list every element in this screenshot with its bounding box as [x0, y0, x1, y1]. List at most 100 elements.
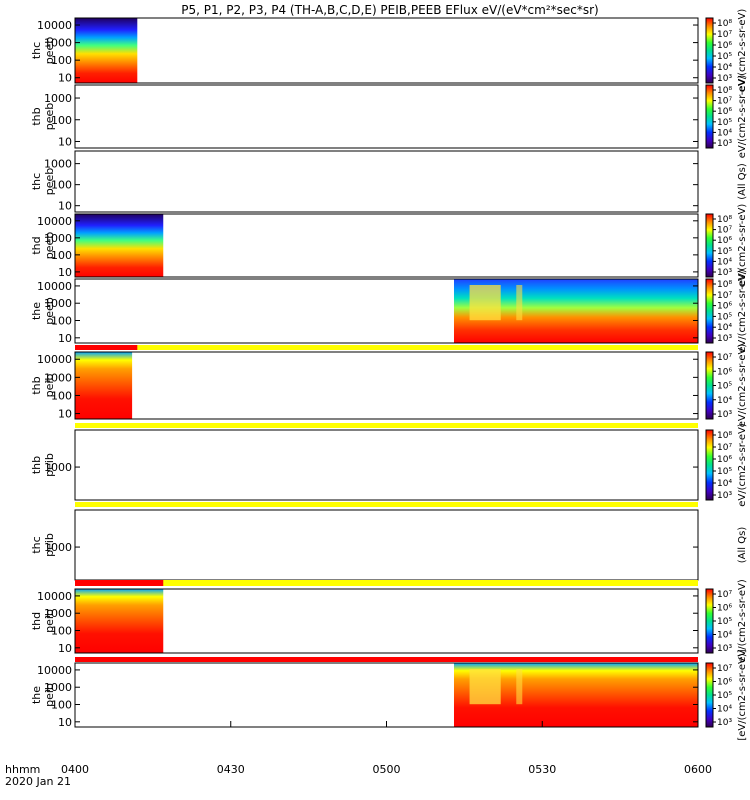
colorbar-tick-label: 10³ [717, 491, 732, 501]
panel-thc-peeb: 1000 100 10 thc peeb (All Qs) [30, 150, 748, 213]
panel-thb-peib: 10000 1000 100 10 thb peib 10⁷ 10⁶ 10⁵ 10⁴ 10³ eV/(… [30, 344, 748, 428]
y-tick-label: 10000 [37, 664, 72, 677]
x-axis-format-label: hhmm [5, 763, 40, 776]
colorbar-tick-label: 10⁶ [717, 41, 732, 51]
colorbar-tick-label: 10⁶ [717, 107, 732, 117]
figure-title: P5, P1, P2, P3, P4 (TH-A,B,C,D,E) PEIB,P… [181, 3, 598, 17]
y-axis-probe-label: thc [30, 536, 43, 553]
colorbar-tick-label: 10⁸ [717, 215, 732, 225]
colorbar-tick-label: 10³ [717, 74, 732, 84]
y-axis-probe-label: thb [30, 376, 43, 394]
y-tick-label: 1000 [44, 461, 72, 474]
colorbar-label: eV/(cm2-s-sr-eV) [737, 579, 748, 663]
colorbar-tick-label: 10⁵ [717, 52, 732, 62]
colorbar [705, 17, 714, 84]
colorbar-tick-label: 10³ [717, 644, 732, 654]
colorbar-tick-label: 10⁶ [717, 236, 732, 246]
colorbar-tick-label: 10³ [717, 334, 732, 344]
date-label: 2020 Jan 21 [5, 775, 71, 788]
y-tick-label: 1000 [44, 541, 72, 554]
colorbar-tick-label: 10⁷ [717, 664, 732, 674]
panel-frame [74, 278, 699, 344]
y-axis-species-label: peib [43, 683, 56, 707]
y-tick-label: 1000 [44, 158, 72, 171]
y-tick-label: 10 [58, 642, 72, 655]
colorbar-tick-label: 10⁸ [717, 19, 732, 29]
y-axis-probe-label: thd [30, 612, 43, 630]
y-tick-label: 1000 [44, 681, 72, 694]
colorbar-tick-label: 10⁴ [717, 479, 732, 489]
y-tick-label: 10000 [37, 215, 72, 228]
colorbar-label: eV/(cm2-s-sr-eV) [737, 269, 748, 353]
colorbar-tick-label: 10⁷ [717, 226, 732, 236]
y-axis-probe-label: thb [30, 456, 43, 474]
panel-frame [74, 509, 699, 581]
colorbar-tick-label: 10⁶ [717, 367, 732, 377]
y-tick-label: 1000 [44, 297, 72, 310]
colorbar-tick-label: 10⁸ [717, 280, 732, 290]
y-tick-label: 10 [58, 266, 72, 279]
colorbar-label: eV/(cm2-s-sr-eV) [737, 204, 748, 288]
panel-frame [74, 588, 699, 654]
colorbar-tick-label: 10⁷ [717, 97, 732, 107]
y-axis-species-label: peeb [43, 168, 56, 196]
y-tick-label: 10 [58, 135, 72, 148]
colorbar-tick-label: 10⁷ [717, 443, 732, 453]
colorbar-tick-label: 10⁵ [717, 247, 732, 257]
colorbar-tick-label: 10⁶ [717, 604, 732, 614]
colorbar-tick-label: 10⁴ [717, 323, 732, 333]
colorbar-tick-label: 10⁷ [717, 590, 732, 600]
y-axis-probe-label: thc [30, 42, 43, 59]
y-axis-probe-label: thd [30, 236, 43, 254]
y-axis-species-label: peib [43, 609, 56, 633]
y-axis-probe-label: thc [30, 173, 43, 190]
flag-bar-red [75, 657, 698, 662]
y-axis-species-label: peib [43, 453, 56, 477]
colorbar-tick-label: 10⁴ [717, 63, 732, 73]
panel-frame [74, 84, 699, 149]
spectrogram-burst [469, 669, 501, 705]
colorbar-tick-label: 10⁴ [717, 128, 732, 138]
flag-bar-red [75, 580, 164, 586]
colorbar-tick-label: 10⁷ [717, 353, 732, 363]
spectrogram-data [75, 589, 164, 653]
colorbar-tick-label: 10⁸ [717, 431, 732, 441]
y-tick-label: 100 [51, 389, 72, 402]
y-tick-label: 10000 [37, 280, 72, 293]
spectrogram-burst [469, 285, 501, 321]
panel-frame [74, 150, 699, 213]
panel-frame [74, 429, 699, 501]
colorbar-tick-label: 10⁴ [717, 705, 732, 715]
spectrogram-data [75, 352, 133, 419]
y-tick-label: 1000 [44, 92, 72, 105]
panel-frame [74, 351, 699, 420]
flag-bar-yellow [75, 580, 698, 586]
colorbar-label: eV/(cm2-s-sr-eV) [737, 344, 748, 428]
colorbar [705, 662, 714, 728]
colorbar-label: (All Qs) [737, 527, 748, 564]
colorbar-tick-label: 10⁵ [717, 467, 732, 477]
colorbar-tick-label: 10⁵ [717, 312, 732, 322]
y-tick-label: 1000 [44, 371, 72, 384]
y-tick-label: 10 [58, 716, 72, 729]
flag-bar-yellow [75, 423, 698, 428]
colorbar-tick-label: 10³ [717, 268, 732, 278]
x-tick-label: 0430 [217, 763, 245, 776]
colorbar-tick-label: 10⁴ [717, 396, 732, 406]
y-tick-label: 10000 [37, 353, 72, 366]
y-tick-label: 100 [51, 315, 72, 328]
y-axis-species-label: peib [43, 374, 56, 398]
colorbar-tick-label: 10⁷ [717, 30, 732, 40]
y-tick-label: 10 [58, 332, 72, 345]
colorbar-label: (All Qs) [737, 163, 748, 200]
y-tick-label: 1000 [44, 37, 72, 50]
colorbar-tick-label: 10⁵ [717, 691, 732, 701]
colorbar-label: eV/(cm2-s-sr-eV) [737, 75, 748, 159]
x-tick-label: 0400 [61, 763, 89, 776]
colorbar-label: eV/(cm2-s-sr-eV) [737, 9, 748, 93]
